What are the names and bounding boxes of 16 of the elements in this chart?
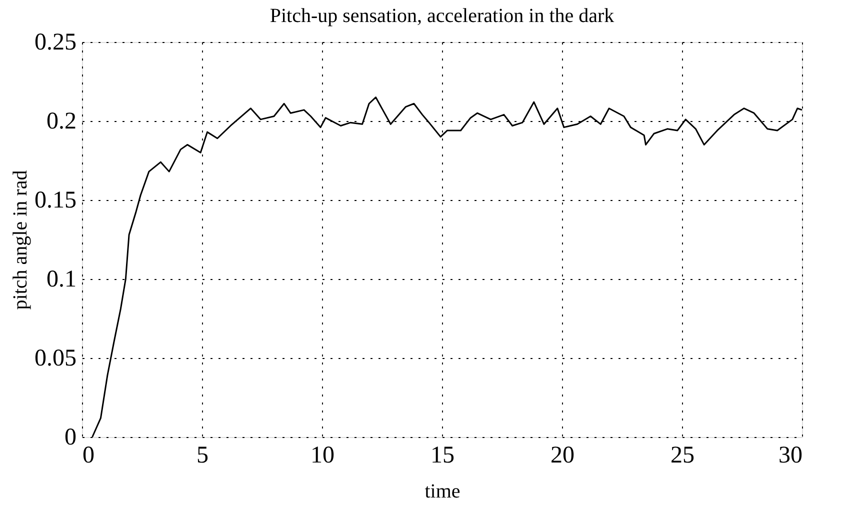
y-tick-label: 0.15 <box>34 188 76 214</box>
y-tick-label: 0.05 <box>34 346 76 372</box>
x-tick-label: 0 <box>82 442 94 468</box>
x-tick-label: 25 <box>670 442 694 468</box>
x-tick-label: 10 <box>310 442 334 468</box>
y-tick-label: 0.2 <box>46 108 76 134</box>
x-tick-label: 20 <box>550 442 574 468</box>
x-tick-label: 5 <box>196 442 208 468</box>
y-tick-label: 0.25 <box>34 30 76 56</box>
x-axis-title: time <box>424 480 460 502</box>
chart-title: Pitch-up sensation, acceleration in the dark <box>270 5 614 27</box>
y-tick-label: 0.1 <box>46 266 76 292</box>
x-tick-label: 15 <box>430 442 454 468</box>
y-tick-label: 0 <box>64 424 76 450</box>
y-axis-title: pitch angle in rad <box>10 170 32 310</box>
x-tick-label: 30 <box>778 442 802 468</box>
